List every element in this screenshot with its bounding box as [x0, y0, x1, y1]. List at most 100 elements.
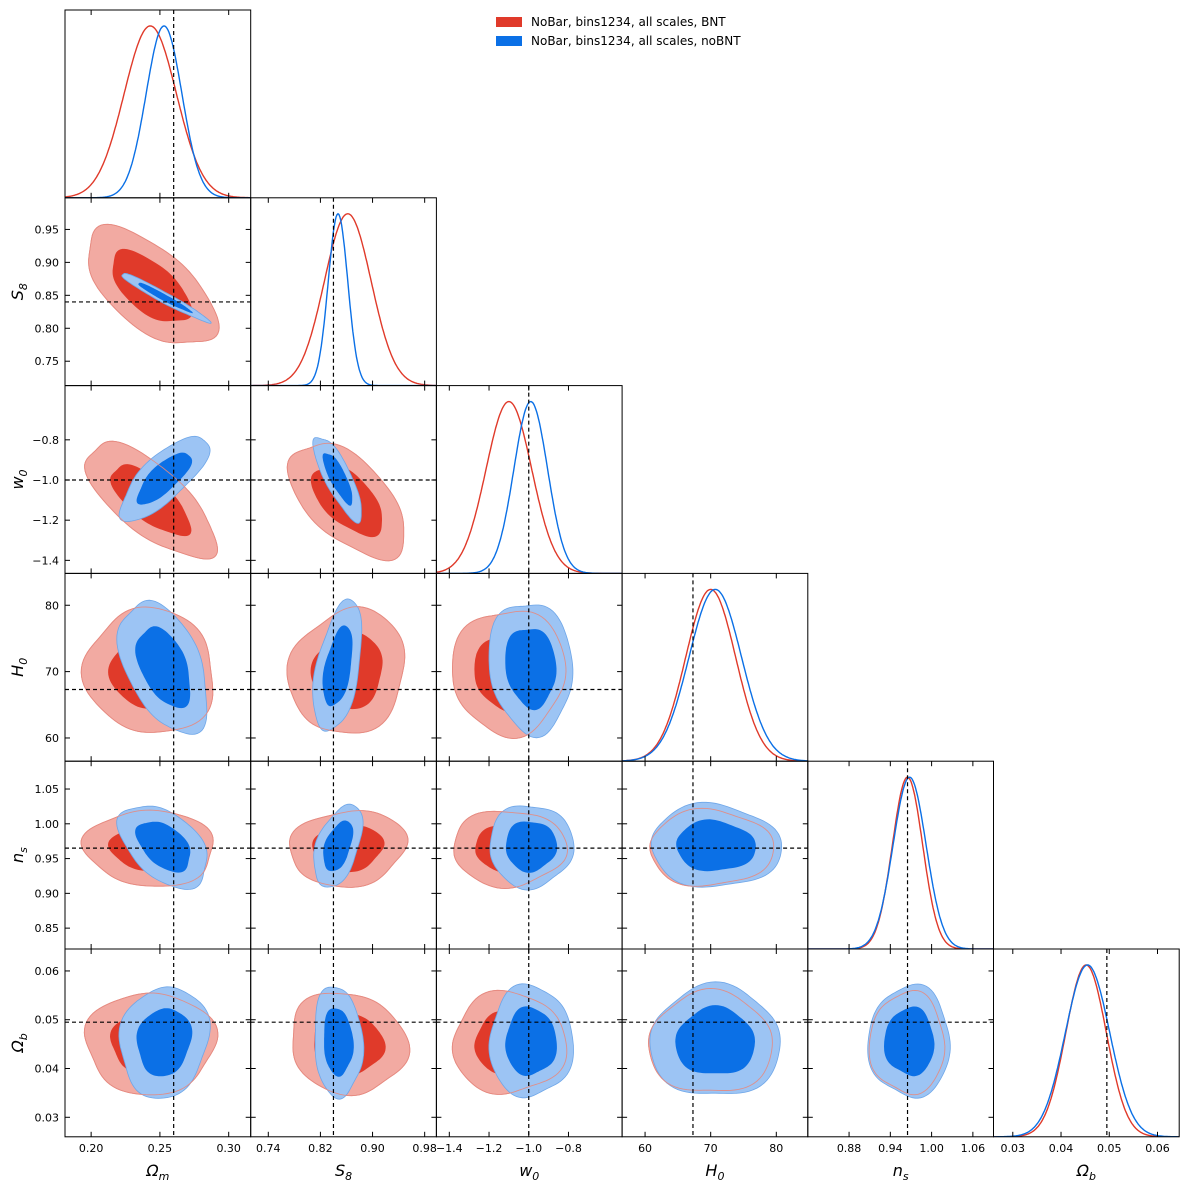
marginal-curve-bnt-H_0 — [622, 588, 808, 762]
panel-Omega_b-vs-H_0 — [621, 948, 809, 1138]
panel-content — [436, 949, 623, 1137]
y-tick-label: 0.85 — [35, 922, 60, 935]
y-tick-label: 0.90 — [35, 887, 60, 900]
x-axis-label-Omega_b: Ωb — [1076, 1161, 1096, 1183]
contour-95-outline-bnt — [649, 807, 775, 887]
x-axis-label-w_0: w0 — [519, 1161, 539, 1183]
contour-68-nobnt — [505, 1006, 557, 1076]
x-tick-label: −1.4 — [436, 1142, 463, 1155]
y-tick-label: 0.80 — [35, 322, 60, 335]
x-tick-label: 80 — [769, 1142, 783, 1155]
panel-content — [622, 761, 808, 949]
contour-68-nobnt — [136, 1008, 193, 1077]
legend: NoBar, bins1234, all scales, BNT NoBar, … — [496, 12, 741, 50]
y-tick-label: 0.04 — [35, 1063, 60, 1076]
panel-w_0-vs-w_0 — [435, 385, 623, 574]
panel-frame — [250, 197, 437, 387]
panel-H_0-vs-Omega_m — [64, 572, 252, 762]
contour-95-outline-bnt — [289, 810, 409, 888]
y-tick-label: 60 — [45, 732, 59, 745]
contour-95-outline-bnt — [868, 990, 946, 1096]
contour-68-nobnt — [138, 282, 193, 314]
y-tick-label: 0.90 — [35, 256, 60, 269]
panel-n_s-vs-Omega_m — [64, 760, 252, 950]
y-tick-label: 0.06 — [35, 965, 60, 978]
contour-95-outline-bnt — [286, 442, 405, 562]
legend-item-nobnt: NoBar, bins1234, all scales, noBNT — [496, 31, 741, 50]
panel-S_8-vs-Omega_m — [64, 197, 252, 387]
panel-n_s-vs-H_0 — [621, 760, 809, 950]
x-tick-label: −1.2 — [476, 1142, 503, 1155]
y-axis-label-S_8: S8 — [8, 283, 30, 300]
panel-content — [436, 385, 623, 574]
panel-content — [622, 949, 808, 1137]
marginal-curve-bnt-Omega_m — [65, 25, 251, 198]
contour-95-outline-bnt — [292, 992, 411, 1097]
panel-H_0-vs-S_8 — [250, 572, 437, 762]
contour-95-outline-bnt — [80, 606, 214, 733]
panel-content — [622, 573, 808, 762]
x-tick-label: 0.25 — [148, 1142, 173, 1155]
panel-content — [65, 949, 251, 1137]
panel-content — [65, 573, 251, 762]
y-axis-label-n_s: ns — [8, 847, 30, 863]
panel-Omega_b-vs-w_0 — [435, 948, 623, 1138]
y-tick-label: 0.03 — [35, 1111, 60, 1124]
panel-S_8-vs-S_8 — [250, 197, 437, 387]
x-tick-label: 0.88 — [837, 1142, 862, 1155]
y-tick-label: −1.0 — [32, 474, 59, 487]
x-tick-label: −1.0 — [515, 1142, 542, 1155]
x-tick-label: 0.20 — [79, 1142, 104, 1155]
panel-content — [807, 761, 994, 950]
contour-95-outline-bnt — [88, 223, 220, 344]
contour-68-nobnt — [135, 821, 191, 873]
panel-content — [65, 761, 251, 949]
panel-H_0-vs-H_0 — [621, 572, 809, 762]
x-tick-label: 70 — [704, 1142, 718, 1155]
contour-68-nobnt — [322, 625, 353, 707]
legend-swatch-bnt — [496, 16, 522, 27]
panel-n_s-vs-S_8 — [250, 760, 437, 950]
legend-label-bnt: NoBar, bins1234, all scales, BNT — [531, 14, 726, 29]
contour-95-outline-bnt — [648, 987, 773, 1091]
panel-content — [250, 385, 437, 574]
y-tick-label: 0.95 — [35, 223, 60, 236]
marginal-curve-nobnt-S_8 — [250, 212, 437, 386]
y-tick-label: 0.95 — [35, 853, 60, 866]
panel-Omega_m-vs-Omega_m — [64, 9, 252, 199]
panel-Omega_b-vs-Omega_b — [993, 948, 1180, 1138]
legend-swatch-nobnt — [496, 35, 522, 46]
contour-95-outline-bnt — [83, 992, 219, 1096]
contour-95-outline-bnt — [286, 606, 406, 734]
y-axis-label-w_0: w0 — [8, 469, 30, 489]
x-tick-label: 0.98 — [412, 1142, 437, 1155]
panel-content — [250, 197, 437, 386]
contour-95-outline-bnt — [451, 989, 568, 1095]
x-tick-label: 0.94 — [878, 1142, 903, 1155]
y-tick-label: 0.75 — [35, 355, 60, 368]
marginal-curve-nobnt-n_s — [807, 776, 994, 950]
y-tick-label: 1.05 — [35, 783, 60, 796]
x-tick-label: 0.06 — [1145, 1142, 1170, 1155]
x-tick-label: 0.74 — [256, 1142, 281, 1155]
panel-content — [993, 949, 1180, 1137]
y-tick-label: 70 — [45, 666, 59, 679]
x-axis-label-S_8: S8 — [335, 1161, 352, 1183]
panel-Omega_b-vs-n_s — [807, 948, 994, 1138]
panel-content — [65, 385, 251, 574]
x-tick-label: 0.82 — [308, 1142, 333, 1155]
panel-frame — [807, 760, 994, 950]
panel-Omega_b-vs-S_8 — [250, 948, 437, 1138]
x-tick-label: 60 — [638, 1142, 652, 1155]
x-tick-label: 1.00 — [919, 1142, 944, 1155]
y-axis-label-Omega_b: Ωb — [8, 1033, 30, 1053]
contour-95-outline-bnt — [80, 809, 214, 887]
marginal-curve-nobnt-H_0 — [622, 588, 808, 762]
x-tick-label: 0.05 — [1097, 1142, 1122, 1155]
panel-w_0-vs-Omega_m — [64, 385, 252, 574]
x-tick-label: 0.90 — [360, 1142, 385, 1155]
panel-content — [250, 573, 437, 762]
contour-68-nobnt — [135, 626, 191, 709]
y-tick-label: 0.05 — [35, 1014, 60, 1027]
